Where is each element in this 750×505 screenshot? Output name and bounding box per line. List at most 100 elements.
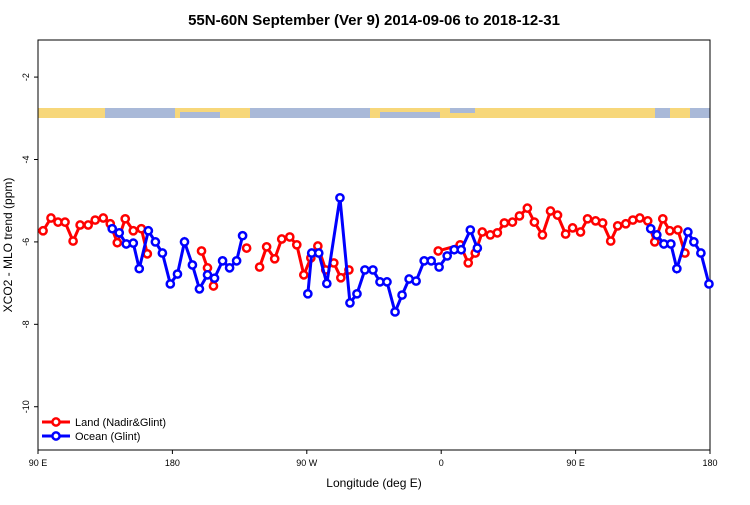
x-tick-label: 180 [702, 458, 717, 468]
data-point [463, 258, 474, 268]
data-point [465, 225, 476, 235]
data-point [671, 263, 682, 274]
data-point [605, 236, 616, 246]
y-tick-label: -10 [21, 400, 31, 413]
data-point [276, 234, 287, 244]
y-tick-label: -6 [21, 238, 31, 246]
data-point [46, 213, 56, 223]
data-point [567, 223, 578, 233]
data-point [134, 263, 145, 274]
data-point [545, 206, 556, 216]
data-point [143, 225, 154, 236]
data-point [335, 192, 345, 203]
legend-label: Land (Nadir&Glint) [75, 417, 166, 429]
data-point [107, 223, 118, 234]
x-tick-label: 90 E [566, 458, 585, 468]
data-point [38, 225, 48, 236]
data-point [68, 236, 78, 246]
data-point [442, 251, 453, 261]
data-point [217, 256, 228, 266]
legend-marker [51, 417, 61, 427]
data-point [120, 213, 131, 224]
data-point [321, 278, 332, 289]
data-point [208, 281, 219, 291]
data-point [209, 273, 220, 284]
data-point [284, 232, 295, 242]
data-point [98, 213, 109, 223]
data-point [83, 220, 94, 230]
data-point [269, 253, 280, 264]
data-point [172, 269, 183, 279]
data-point [187, 260, 198, 270]
data-point [673, 225, 683, 235]
data-point [537, 230, 548, 240]
data-point [382, 277, 392, 287]
data-point [291, 239, 302, 250]
x-axis-label: Longitude (deg E) [326, 476, 421, 490]
data-point [179, 237, 190, 247]
data-point [507, 217, 518, 227]
y-tick-label: -8 [21, 320, 31, 328]
data-point [352, 288, 362, 299]
data-point [368, 265, 378, 275]
data-point [114, 227, 125, 238]
data-point [112, 237, 123, 248]
data-point [390, 307, 400, 317]
data-point [560, 229, 571, 239]
data-point [75, 220, 85, 230]
land-mask-strip [38, 108, 710, 118]
data-point [499, 218, 510, 228]
data-point [597, 218, 608, 228]
data-point [433, 246, 444, 256]
data-point [642, 216, 653, 226]
legend-marker [51, 431, 61, 441]
data-point [335, 272, 346, 283]
data-point [522, 203, 533, 213]
chart-title: 55N-60N September (Ver 9) 2014-09-06 to … [188, 12, 560, 29]
data-point [298, 270, 309, 280]
legend-label: Ocean (Glint) [75, 431, 140, 443]
data-point [231, 256, 242, 266]
data-point [345, 298, 355, 308]
data-point [645, 223, 656, 234]
x-tick-label: 180 [165, 458, 180, 468]
data-point [664, 225, 675, 236]
plot-frame [37, 39, 711, 451]
data-point [704, 279, 714, 289]
data-point [683, 227, 693, 237]
data-point [456, 244, 467, 255]
data-point [514, 211, 525, 221]
legend: Land (Nadir&Glint) Ocean (Glint) [42, 417, 166, 443]
data-point [411, 276, 421, 286]
x-tick-label: 90 E [29, 458, 48, 468]
data-point [194, 284, 205, 294]
data-point [666, 239, 676, 249]
data-point [196, 246, 207, 256]
data-point [529, 217, 540, 227]
data-point [150, 237, 161, 247]
data-point [90, 215, 101, 225]
data-point [689, 237, 699, 247]
data-point [657, 213, 668, 224]
data-point [60, 217, 70, 227]
data-point [254, 262, 265, 272]
data-point [477, 227, 488, 237]
data-point [128, 225, 139, 236]
data-point [313, 248, 324, 258]
data-point [552, 210, 563, 220]
data-point [128, 238, 139, 248]
x-tick-label: 0 [439, 458, 444, 468]
data-point [261, 242, 272, 252]
x-tick-label: 90 W [296, 458, 318, 468]
data-point [397, 290, 407, 300]
data-point [651, 230, 662, 240]
data-point [302, 288, 313, 299]
data-point [237, 230, 248, 241]
data-point [575, 227, 586, 237]
data-point [241, 243, 252, 253]
data-point [224, 263, 235, 273]
data-point [426, 256, 437, 266]
data-point [620, 218, 631, 229]
y-tick-label: -2 [21, 73, 31, 81]
